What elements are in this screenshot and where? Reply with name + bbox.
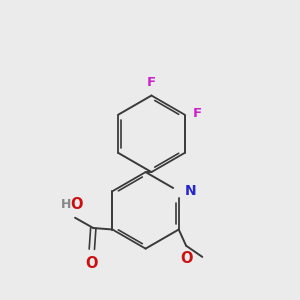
- Text: N: N: [185, 184, 197, 198]
- Text: H: H: [60, 198, 71, 211]
- Text: O: O: [70, 197, 83, 212]
- Text: O: O: [85, 256, 98, 271]
- Text: F: F: [147, 76, 156, 89]
- Text: O: O: [180, 251, 193, 266]
- Text: F: F: [193, 107, 202, 120]
